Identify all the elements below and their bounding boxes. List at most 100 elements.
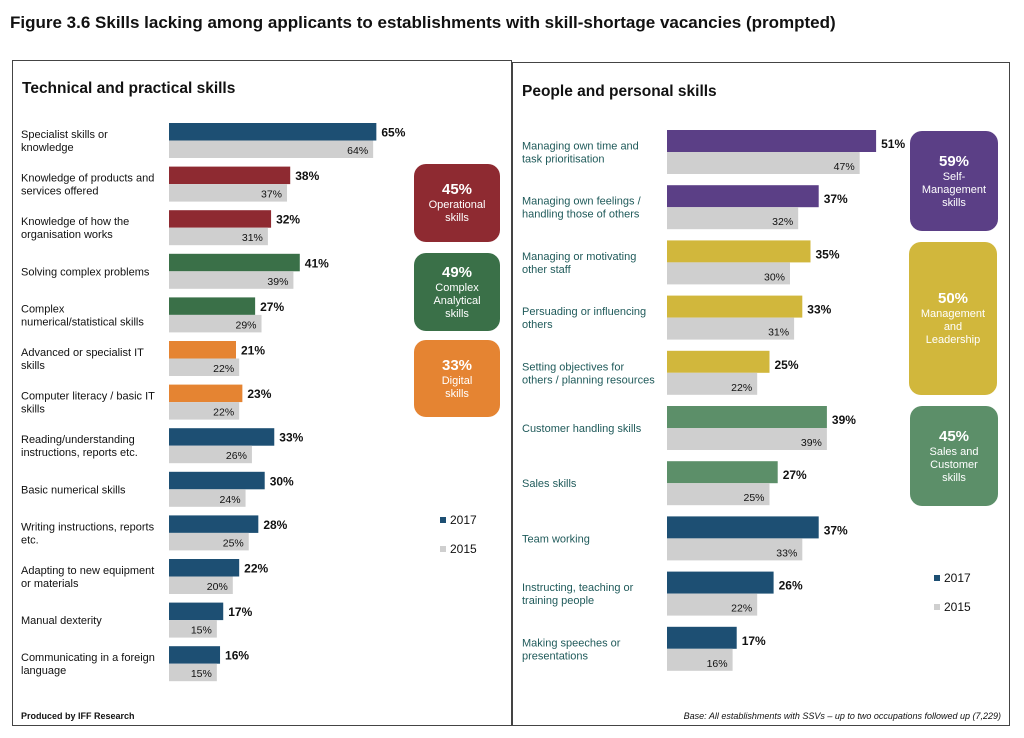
- category-label: Managing or motivating: [522, 251, 636, 263]
- group-name: skills: [942, 196, 966, 209]
- category-label: others / planning resources: [522, 374, 655, 386]
- legend-swatch-2017: [934, 575, 940, 581]
- category-label: or materials: [21, 578, 79, 590]
- data-label-2015: 24%: [220, 494, 241, 506]
- group-box-sales-customer: 45% Sales and Customer skills: [910, 406, 998, 506]
- bar-2015: [667, 152, 860, 174]
- data-label-2017: 38%: [295, 169, 319, 183]
- category-label: Communicating in a foreign: [21, 652, 155, 664]
- bar-2015: [169, 227, 268, 246]
- group-name: Leadership: [925, 334, 981, 346]
- group-pct: 45%: [938, 427, 970, 445]
- group-box-operational: 45% Operational skills: [414, 164, 500, 242]
- category-label: Basic numerical skills: [21, 484, 126, 496]
- category-label: Specialist skills or: [21, 129, 108, 141]
- bar-2017: [169, 428, 275, 446]
- bar-2017: [667, 516, 819, 539]
- data-label-2017: 28%: [263, 518, 287, 532]
- legend-label-2017: 2017: [450, 513, 477, 527]
- data-label-2017: 37%: [824, 192, 848, 206]
- bar-2017: [667, 350, 770, 373]
- data-label-2017: 27%: [783, 468, 807, 482]
- group-box-management-leadership: 50% Management and Leadership: [909, 242, 997, 395]
- category-label: Manual dexterity: [21, 615, 102, 627]
- group-pct: 33%: [441, 356, 473, 374]
- data-label-2015: 26%: [226, 450, 247, 462]
- category-label: Managing own time and: [522, 141, 639, 153]
- legend-2017: 2017: [934, 571, 971, 585]
- category-label: task prioritisation: [522, 154, 605, 166]
- data-label-2015: 30%: [764, 271, 785, 283]
- bar-2015: [169, 402, 240, 420]
- data-label-2015: 25%: [743, 492, 764, 504]
- technical-skills-panel: Technical and practical skills 65% 64% Spe…: [12, 60, 512, 726]
- data-label-2015: 39%: [267, 276, 288, 288]
- bar-2015: [169, 663, 217, 682]
- data-label-2015: 39%: [801, 437, 822, 449]
- category-label: skills: [21, 360, 45, 372]
- category-label: others: [522, 319, 553, 331]
- data-label-2015: 22%: [213, 363, 234, 375]
- group-name: Customer: [930, 458, 978, 471]
- data-label-2015: 22%: [731, 603, 752, 615]
- group-name: skills: [445, 212, 469, 224]
- legend-swatch-2017: [440, 517, 446, 523]
- group-name: Complex: [435, 281, 479, 294]
- group-pct: 45%: [441, 181, 473, 198]
- bar-2015: [667, 538, 803, 561]
- data-label-2017: 33%: [279, 431, 303, 445]
- group-name: Analytical: [433, 294, 481, 307]
- bar-2015: [169, 314, 262, 333]
- data-label-2017: 30%: [270, 474, 294, 488]
- data-label-2017: 35%: [816, 247, 840, 261]
- bar-2015: [667, 262, 790, 285]
- data-label-2015: 47%: [834, 161, 855, 173]
- group-pct: 59%: [938, 152, 970, 170]
- bar-2017: [667, 461, 778, 484]
- bar-2017: [667, 295, 803, 318]
- bar-2015: [169, 271, 294, 289]
- bar-2015: [169, 358, 240, 376]
- category-label: presentations: [522, 650, 589, 662]
- category-label: Computer literacy / basic IT: [21, 391, 155, 403]
- data-label-2017: 25%: [775, 358, 799, 372]
- group-box-digital: 33% Digital skills: [414, 340, 500, 417]
- group-pct: 50%: [937, 290, 969, 307]
- category-label: Persuading or influencing: [522, 306, 646, 318]
- bar-2017: [667, 185, 819, 208]
- category-label: organisation works: [21, 229, 113, 241]
- category-label: Writing instructions, reports: [21, 521, 155, 533]
- category-label: Customer handling skills: [522, 423, 642, 435]
- legend-2015: 2015: [934, 600, 971, 614]
- group-box-self-management: 59% Self- Management skills: [910, 131, 998, 231]
- category-label: Managing own feelings /: [522, 196, 642, 208]
- data-label-2017: 23%: [247, 387, 271, 401]
- category-label: Solving complex problems: [21, 266, 150, 278]
- category-label: Setting objectives for: [522, 361, 624, 373]
- data-label-2015: 15%: [191, 668, 212, 680]
- panel-title-people: People and personal skills: [522, 83, 717, 100]
- data-label-2015: 25%: [223, 537, 244, 549]
- bar-2015: [667, 483, 770, 506]
- legend-swatch-2015: [934, 604, 940, 610]
- bar-2015: [169, 445, 252, 464]
- data-label-2015: 22%: [731, 382, 752, 394]
- data-label-2017: 16%: [225, 649, 249, 663]
- data-label-2017: 32%: [276, 213, 300, 227]
- bar-2015: [667, 648, 733, 671]
- category-label: Sales skills: [522, 478, 577, 490]
- category-label: Team working: [522, 533, 590, 545]
- legend-label-2015: 2015: [944, 600, 971, 614]
- bar-2017: [667, 571, 774, 594]
- category-label: instructions, reports etc.: [21, 447, 138, 459]
- data-label-2017: 39%: [832, 413, 856, 427]
- legend-2017: 2017: [440, 513, 477, 527]
- bar-2017: [169, 559, 240, 577]
- bar-2017: [667, 130, 877, 152]
- bar-2017: [169, 123, 377, 141]
- bar-2017: [169, 210, 272, 228]
- category-label: etc.: [21, 534, 39, 546]
- bar-2015: [667, 317, 795, 340]
- data-label-2015: 20%: [207, 581, 228, 593]
- category-label: Making speeches or: [522, 637, 621, 649]
